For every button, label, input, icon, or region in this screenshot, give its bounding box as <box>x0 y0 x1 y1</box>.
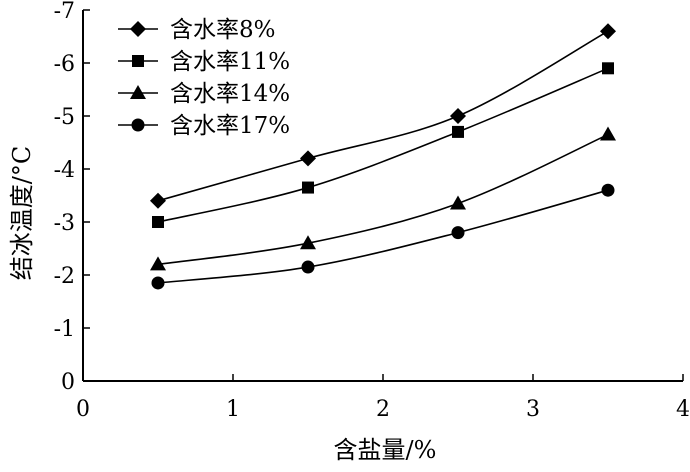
legend: 含水率8% 含水率11% 含水率14% 含水率17% <box>118 17 290 139</box>
x-tick-label: 3 <box>526 397 540 422</box>
data-point <box>451 226 465 240</box>
y-tick-label: -2 <box>54 264 75 289</box>
legend-entry-2: 含水率11% <box>118 49 290 75</box>
series-2 <box>152 62 614 228</box>
data-point <box>452 125 464 138</box>
data-point <box>300 150 316 167</box>
y-tick-label: 0 <box>61 370 75 395</box>
data-point <box>150 256 166 271</box>
y-tick-label: -4 <box>54 158 75 183</box>
legend-label: 含水率17% <box>170 113 290 139</box>
data-point <box>151 276 165 290</box>
y-tick-label: -6 <box>54 52 75 77</box>
legend-label: 含水率11% <box>170 49 290 75</box>
legend-label: 含水率14% <box>170 81 290 107</box>
series-line <box>157 189 609 284</box>
data-point <box>600 126 616 141</box>
x-tick-label: 4 <box>676 397 690 422</box>
data-point <box>302 181 314 194</box>
x-tick-label: 1 <box>226 397 240 422</box>
y-tick-label: -7 <box>54 0 75 24</box>
series-line <box>157 67 609 223</box>
data-point <box>601 183 615 197</box>
legend-label: 含水率8% <box>170 17 276 43</box>
legend-marker <box>130 21 146 37</box>
x-axis-label: 含盐量/% <box>334 436 437 464</box>
data-point <box>300 235 316 250</box>
y-tick-label: -5 <box>54 105 75 130</box>
data-point <box>602 62 614 75</box>
y-axis-label: 结冰温度/°C <box>8 146 36 280</box>
y-tick-label: -3 <box>54 211 75 236</box>
legend-entry-3: 含水率14% <box>118 81 290 107</box>
data-point <box>450 108 466 124</box>
data-point <box>301 260 315 274</box>
data-point <box>150 192 166 209</box>
series-1 <box>150 23 616 209</box>
series-3 <box>150 126 616 271</box>
data-point <box>450 195 466 210</box>
legend-marker <box>131 118 145 132</box>
data-point <box>152 216 164 228</box>
legend-entry-1: 含水率8% <box>118 17 276 43</box>
series-line <box>157 133 609 266</box>
data-point <box>600 23 616 40</box>
axes: 0 1 2 3 4 0 -1 -2 -3 -4 -5 -6 -7 <box>54 0 690 422</box>
x-tick-label: 0 <box>76 397 90 422</box>
legend-entry-4: 含水率17% <box>118 113 290 139</box>
legend-marker <box>130 85 146 99</box>
x-tick-label: 2 <box>376 397 390 422</box>
series-layer <box>150 23 616 290</box>
y-tick-label: -1 <box>54 317 75 342</box>
series-line <box>157 30 609 202</box>
legend-marker <box>132 55 144 67</box>
series-4 <box>151 183 615 290</box>
